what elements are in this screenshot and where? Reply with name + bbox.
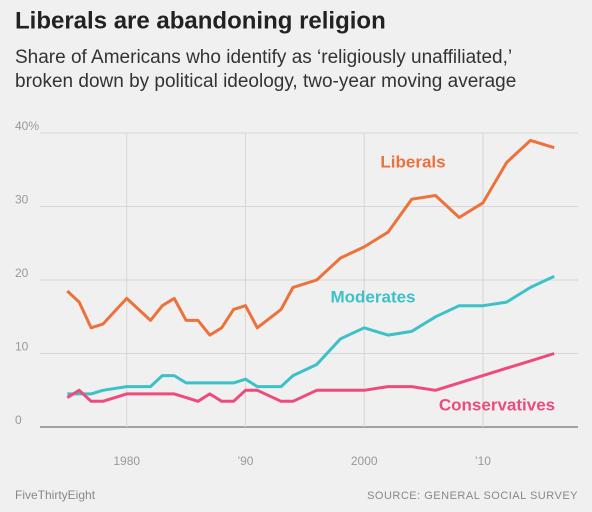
chart-title: Liberals are abandoning religion (15, 7, 386, 34)
series-line (66, 138, 555, 337)
series-line (66, 352, 555, 403)
x-tick-label: 2000 (351, 454, 378, 468)
x-tick-label: ’90 (237, 454, 253, 468)
chart-subtitle: broken down by political ideology, two-y… (15, 71, 516, 92)
y-tick-label: 20 (15, 266, 29, 280)
y-tick-label: 10 (15, 340, 29, 354)
series-line (67, 274, 555, 396)
x-tick-label: 1980 (113, 454, 140, 468)
source: SOURCE: GENERAL SOCIAL SURVEY (367, 490, 578, 502)
chart-subtitle: Share of Americans who identify as ‘reli… (15, 47, 512, 68)
y-tick-label: 0 (15, 413, 22, 427)
series-label: Conservatives (439, 395, 555, 414)
y-tick-label: 30 (15, 193, 29, 207)
series-label: Moderates (330, 287, 415, 306)
series-label: Liberals (380, 152, 445, 171)
x-tick-label: ’10 (475, 454, 491, 468)
brand: FiveThirtyEight (15, 488, 96, 502)
y-tick-label: 40% (15, 119, 39, 133)
